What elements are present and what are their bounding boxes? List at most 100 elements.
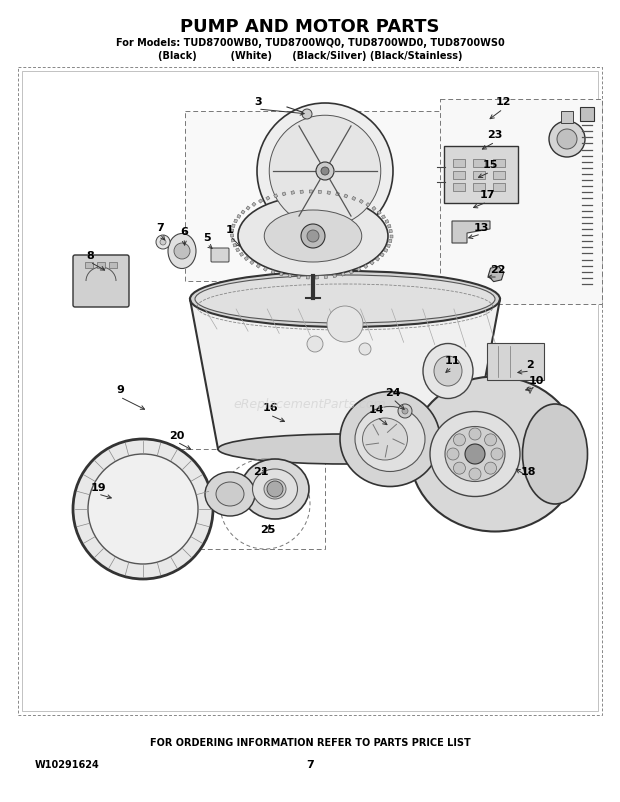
Bar (389, 240, 392, 243)
Circle shape (327, 306, 363, 342)
Bar (109, 263, 117, 269)
Text: 13: 13 (473, 223, 489, 233)
Circle shape (485, 435, 497, 446)
Ellipse shape (434, 357, 462, 387)
Ellipse shape (423, 344, 473, 399)
Text: 25: 25 (260, 525, 276, 534)
Circle shape (359, 343, 371, 355)
Bar (384, 249, 388, 253)
Circle shape (307, 231, 319, 243)
Bar (264, 268, 267, 272)
Ellipse shape (523, 404, 588, 504)
Circle shape (73, 439, 213, 579)
Bar (282, 192, 286, 196)
Ellipse shape (363, 419, 407, 460)
Circle shape (453, 435, 466, 446)
Bar (231, 239, 234, 243)
Bar (344, 195, 348, 199)
Bar (327, 192, 330, 195)
Ellipse shape (264, 211, 361, 263)
Text: 16: 16 (262, 403, 278, 412)
Bar (349, 271, 353, 275)
Ellipse shape (355, 407, 425, 472)
Bar (244, 257, 249, 261)
Bar (231, 234, 234, 237)
Bar (387, 245, 391, 248)
Circle shape (160, 240, 166, 245)
Bar (377, 211, 381, 215)
Text: PUMP AND MOTOR PARTS: PUMP AND MOTOR PARTS (180, 18, 440, 36)
Ellipse shape (168, 234, 196, 269)
Ellipse shape (205, 472, 255, 516)
Text: 7: 7 (156, 223, 164, 233)
Text: 21: 21 (253, 467, 268, 476)
Bar (356, 268, 361, 272)
Text: eReplacementParts.com: eReplacementParts.com (234, 398, 386, 411)
Bar (453, 160, 465, 168)
Bar (237, 215, 241, 219)
Bar (359, 200, 363, 205)
Bar (273, 195, 278, 199)
Circle shape (156, 236, 170, 249)
Text: 23: 23 (487, 130, 503, 140)
Text: 1: 1 (226, 225, 234, 235)
Bar (291, 192, 294, 195)
Bar (266, 196, 270, 201)
Text: 5: 5 (203, 233, 211, 243)
Ellipse shape (190, 272, 500, 327)
FancyBboxPatch shape (444, 147, 518, 204)
Bar (440, 100, 602, 305)
Circle shape (549, 122, 585, 158)
Circle shape (491, 448, 503, 460)
Circle shape (316, 163, 334, 180)
Bar (473, 172, 485, 180)
Bar (232, 225, 235, 228)
Ellipse shape (340, 392, 440, 487)
Circle shape (447, 448, 459, 460)
Ellipse shape (238, 196, 388, 277)
Ellipse shape (195, 276, 495, 323)
Bar (236, 249, 240, 253)
Bar (580, 107, 594, 122)
Bar (380, 253, 384, 257)
Bar (315, 277, 319, 280)
Bar (180, 449, 325, 549)
Bar (473, 184, 485, 192)
Bar (85, 263, 93, 269)
Text: 18: 18 (520, 467, 536, 476)
Circle shape (269, 116, 381, 228)
Text: 6: 6 (180, 227, 188, 237)
Ellipse shape (218, 435, 472, 464)
Circle shape (257, 104, 393, 240)
Ellipse shape (264, 480, 286, 500)
Bar (97, 263, 105, 269)
Bar (388, 225, 391, 229)
Circle shape (302, 110, 312, 119)
Text: 19: 19 (90, 482, 106, 492)
Circle shape (402, 408, 408, 415)
Bar (366, 204, 370, 208)
Ellipse shape (241, 460, 309, 520)
Bar (239, 253, 244, 257)
Bar (250, 261, 254, 265)
Text: (Black)          (White)      (Black/Silver) (Black/Stainless): (Black) (White) (Black/Silver) (Black/St… (157, 51, 463, 61)
Bar (381, 216, 386, 220)
Bar (22, 72, 598, 711)
Bar (280, 273, 283, 277)
Bar (256, 265, 260, 269)
Ellipse shape (252, 469, 298, 509)
Circle shape (321, 168, 329, 176)
Circle shape (557, 130, 577, 150)
Text: 22: 22 (490, 265, 506, 274)
Text: FOR ORDERING INFORMATION REFER TO PARTS PRICE LIST: FOR ORDERING INFORMATION REFER TO PARTS … (149, 737, 471, 747)
Text: 17: 17 (479, 190, 495, 200)
Text: 20: 20 (169, 431, 185, 440)
Ellipse shape (430, 412, 520, 497)
Bar (252, 203, 256, 207)
Text: 2: 2 (526, 359, 534, 370)
Bar (370, 261, 374, 265)
Bar (372, 207, 376, 211)
Bar (341, 273, 345, 277)
Bar (324, 276, 327, 279)
Bar (231, 229, 234, 233)
